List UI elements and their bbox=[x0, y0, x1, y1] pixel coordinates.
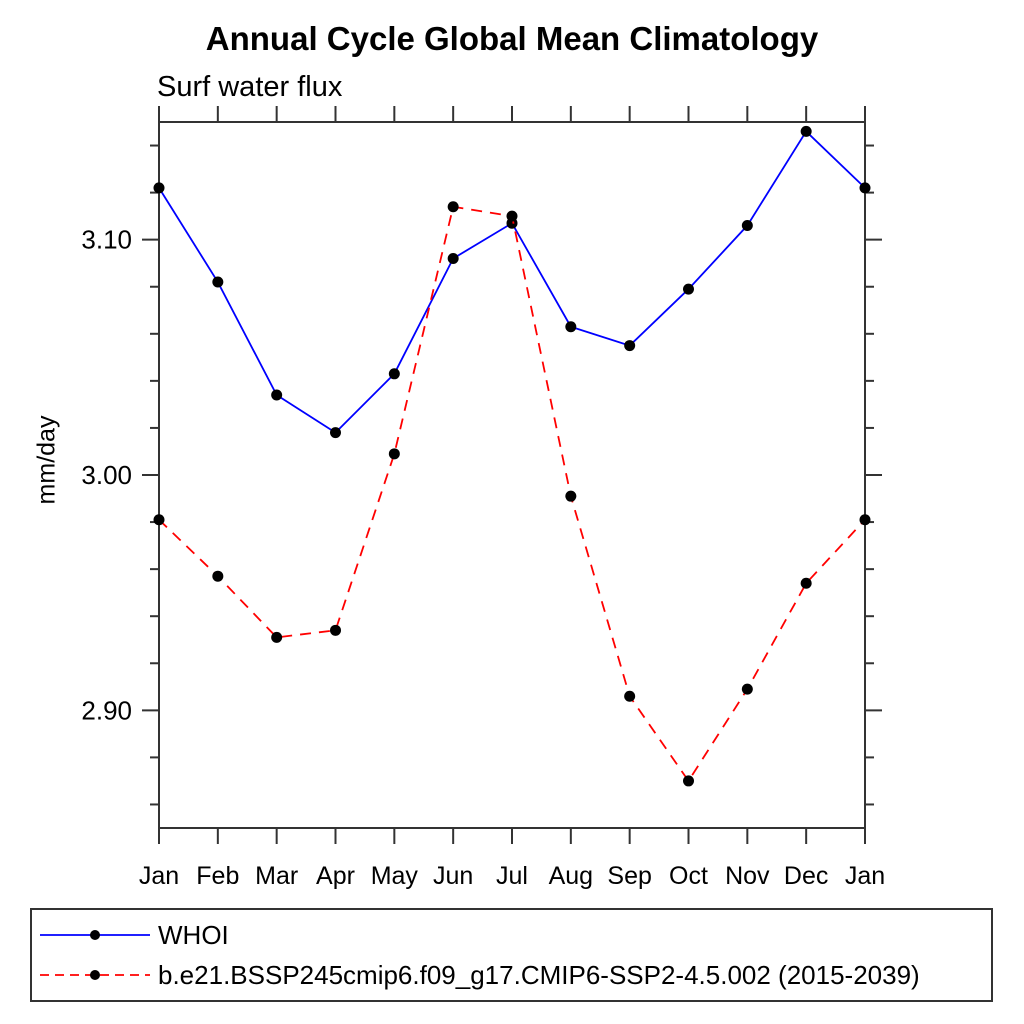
data-point-model-feb-1 bbox=[212, 570, 224, 582]
data-point-model-jan-0 bbox=[153, 514, 165, 526]
data-point-whoi-sep-8 bbox=[624, 340, 636, 352]
x-tick-label: Mar bbox=[255, 862, 298, 890]
data-point-model-apr-3 bbox=[330, 624, 341, 636]
x-tick-label: Feb bbox=[196, 862, 239, 890]
series-line-model bbox=[158, 205, 866, 783]
data-point-whoi-apr-3 bbox=[330, 427, 341, 439]
y-tick-label: 2.90 bbox=[81, 695, 132, 725]
data-point-model-dec-11 bbox=[800, 577, 812, 589]
legend-marker-dot bbox=[90, 970, 100, 980]
legend-label-whoi: WHOI bbox=[158, 920, 229, 950]
chart-subtitle: Surf water flux bbox=[157, 71, 343, 103]
x-tick-label: Aug bbox=[549, 862, 593, 890]
series-line-whoi bbox=[158, 129, 866, 434]
data-point-whoi-oct-9 bbox=[683, 283, 694, 295]
data-point-model-sep-8 bbox=[624, 690, 636, 702]
data-point-model-jan-12 bbox=[859, 514, 871, 526]
data-point-model-jul-6 bbox=[506, 210, 518, 222]
x-tick-label: Jun bbox=[433, 862, 473, 890]
x-tick-label: Oct bbox=[669, 862, 708, 890]
data-point-whoi-mar-2 bbox=[271, 389, 283, 401]
y-tick-label: 3.00 bbox=[81, 460, 132, 490]
x-tick-label: Jan bbox=[845, 862, 885, 890]
x-tick-label: Nov bbox=[725, 862, 770, 890]
y-tick-label: 3.10 bbox=[81, 225, 132, 255]
legend-box: WHOI b.e21.BSSP245cmip6.f09_g17.CMIP6-SS… bbox=[30, 908, 993, 1002]
data-point-model-nov-10 bbox=[741, 683, 753, 695]
data-point-whoi-may-4 bbox=[388, 368, 400, 380]
x-tick-label: May bbox=[371, 862, 419, 890]
legend-swatch-whoi bbox=[40, 930, 150, 940]
data-point-model-aug-7 bbox=[565, 490, 577, 502]
x-tick-label: Jan bbox=[139, 862, 179, 890]
legend-marker-dot bbox=[90, 930, 100, 940]
data-point-model-oct-9 bbox=[683, 775, 694, 787]
data-point-model-jun-5 bbox=[447, 201, 459, 213]
x-tick-label: Apr bbox=[316, 862, 355, 890]
data-point-whoi-aug-7 bbox=[565, 321, 577, 333]
legend-item-model: b.e21.BSSP245cmip6.f09_g17.CMIP6-SSP2-4.… bbox=[38, 960, 920, 990]
legend-swatch-model bbox=[40, 970, 150, 980]
x-tick-label: Sep bbox=[607, 862, 651, 890]
data-point-whoi-feb-1 bbox=[212, 276, 224, 288]
data-point-whoi-dec-11 bbox=[800, 125, 812, 137]
data-point-model-mar-2 bbox=[271, 631, 283, 643]
data-point-whoi-jun-5 bbox=[447, 252, 459, 264]
data-point-whoi-jan-0 bbox=[153, 182, 165, 194]
data-point-whoi-jan-12 bbox=[859, 182, 871, 194]
chart-title: Annual Cycle Global Mean Climatology bbox=[205, 20, 819, 57]
legend-item-whoi: WHOI bbox=[38, 920, 229, 950]
data-point-whoi-nov-10 bbox=[741, 220, 753, 232]
x-tick-label: Jul bbox=[496, 862, 528, 890]
x-tick-label: Dec bbox=[784, 862, 828, 890]
data-point-model-may-4 bbox=[388, 448, 400, 460]
legend-label-model: b.e21.BSSP245cmip6.f09_g17.CMIP6-SSP2-4.… bbox=[158, 960, 920, 990]
